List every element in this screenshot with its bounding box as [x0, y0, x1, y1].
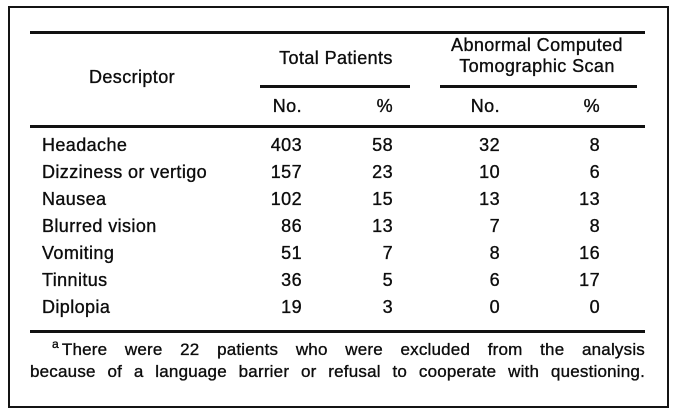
total-no-cell: 157	[270, 162, 302, 182]
ct-pct-cell: 8	[589, 216, 600, 236]
subheader-pct-total: %	[376, 96, 393, 116]
subheader-no-ct: No.	[470, 96, 500, 116]
rule-top	[30, 31, 645, 34]
total-no-cell: 19	[281, 297, 302, 317]
total-no-cell: 403	[270, 135, 302, 155]
total-pct-cell: 58	[372, 135, 393, 155]
total-pct-cell: 3	[382, 297, 393, 317]
ct-no-cell: 7	[489, 216, 500, 236]
table-outer-frame	[8, 6, 669, 408]
rule-body-bottom	[30, 330, 645, 333]
subheader-no-total: No.	[272, 96, 302, 116]
table-body: Headache 403 58 32 8 Dizziness or vertig…	[30, 132, 600, 321]
ct-pct-cell: 8	[589, 135, 600, 155]
ct-pct-cell: 16	[579, 243, 600, 263]
rule-under-total-patients	[260, 85, 410, 88]
total-pct-cell: 23	[372, 162, 393, 182]
rule-header-bottom	[30, 125, 645, 128]
descriptor-cell: Diplopia	[42, 297, 111, 317]
ct-pct-cell: 13	[579, 189, 600, 209]
ct-no-cell: 6	[489, 270, 500, 290]
ct-pct-cell: 6	[589, 162, 600, 182]
footnote-marker: a	[52, 337, 59, 352]
footnote-line-1-text: There were 22 patients who were excluded…	[61, 340, 645, 359]
total-no-cell: 102	[270, 189, 302, 209]
footnote-line-2: because of a language barrier or refusal…	[30, 362, 645, 381]
total-no-cell: 86	[281, 216, 302, 236]
ct-no-cell: 10	[479, 162, 500, 182]
descriptor-cell: Tinnitus	[42, 270, 108, 290]
descriptor-cell: Vomiting	[42, 243, 115, 263]
column-header-descriptor: Descriptor	[88, 67, 176, 87]
descriptor-cell: Nausea	[42, 189, 107, 209]
ct-no-cell: 8	[489, 243, 500, 263]
group-header-abnormal-ct: Abnormal Computed Tomographic Scan	[451, 35, 623, 76]
total-pct-cell: 13	[372, 216, 393, 236]
total-pct-cell: 7	[382, 243, 393, 263]
total-pct-cell: 5	[382, 270, 393, 290]
rule-under-abnormal-ct	[440, 85, 637, 88]
footnote-line-1: a There were 22 patients who were exclude…	[30, 337, 645, 361]
descriptor-cell: Blurred vision	[42, 216, 157, 236]
ct-pct-cell: 17	[579, 270, 600, 290]
total-no-cell: 36	[281, 270, 302, 290]
total-no-cell: 51	[281, 243, 302, 263]
group-header-total-patients: Total Patients	[279, 48, 393, 68]
descriptor-cell: Dizziness or vertigo	[42, 162, 208, 182]
descriptor-cell: Headache	[42, 135, 128, 155]
ct-pct-cell: 0	[589, 297, 600, 317]
total-pct-cell: 15	[372, 189, 393, 209]
ct-no-cell: 0	[489, 297, 500, 317]
subheader-pct-ct: %	[583, 96, 600, 116]
footnote: a There were 22 patients who were exclude…	[30, 337, 645, 383]
ct-no-cell: 32	[479, 135, 500, 155]
ct-no-cell: 13	[479, 189, 500, 209]
